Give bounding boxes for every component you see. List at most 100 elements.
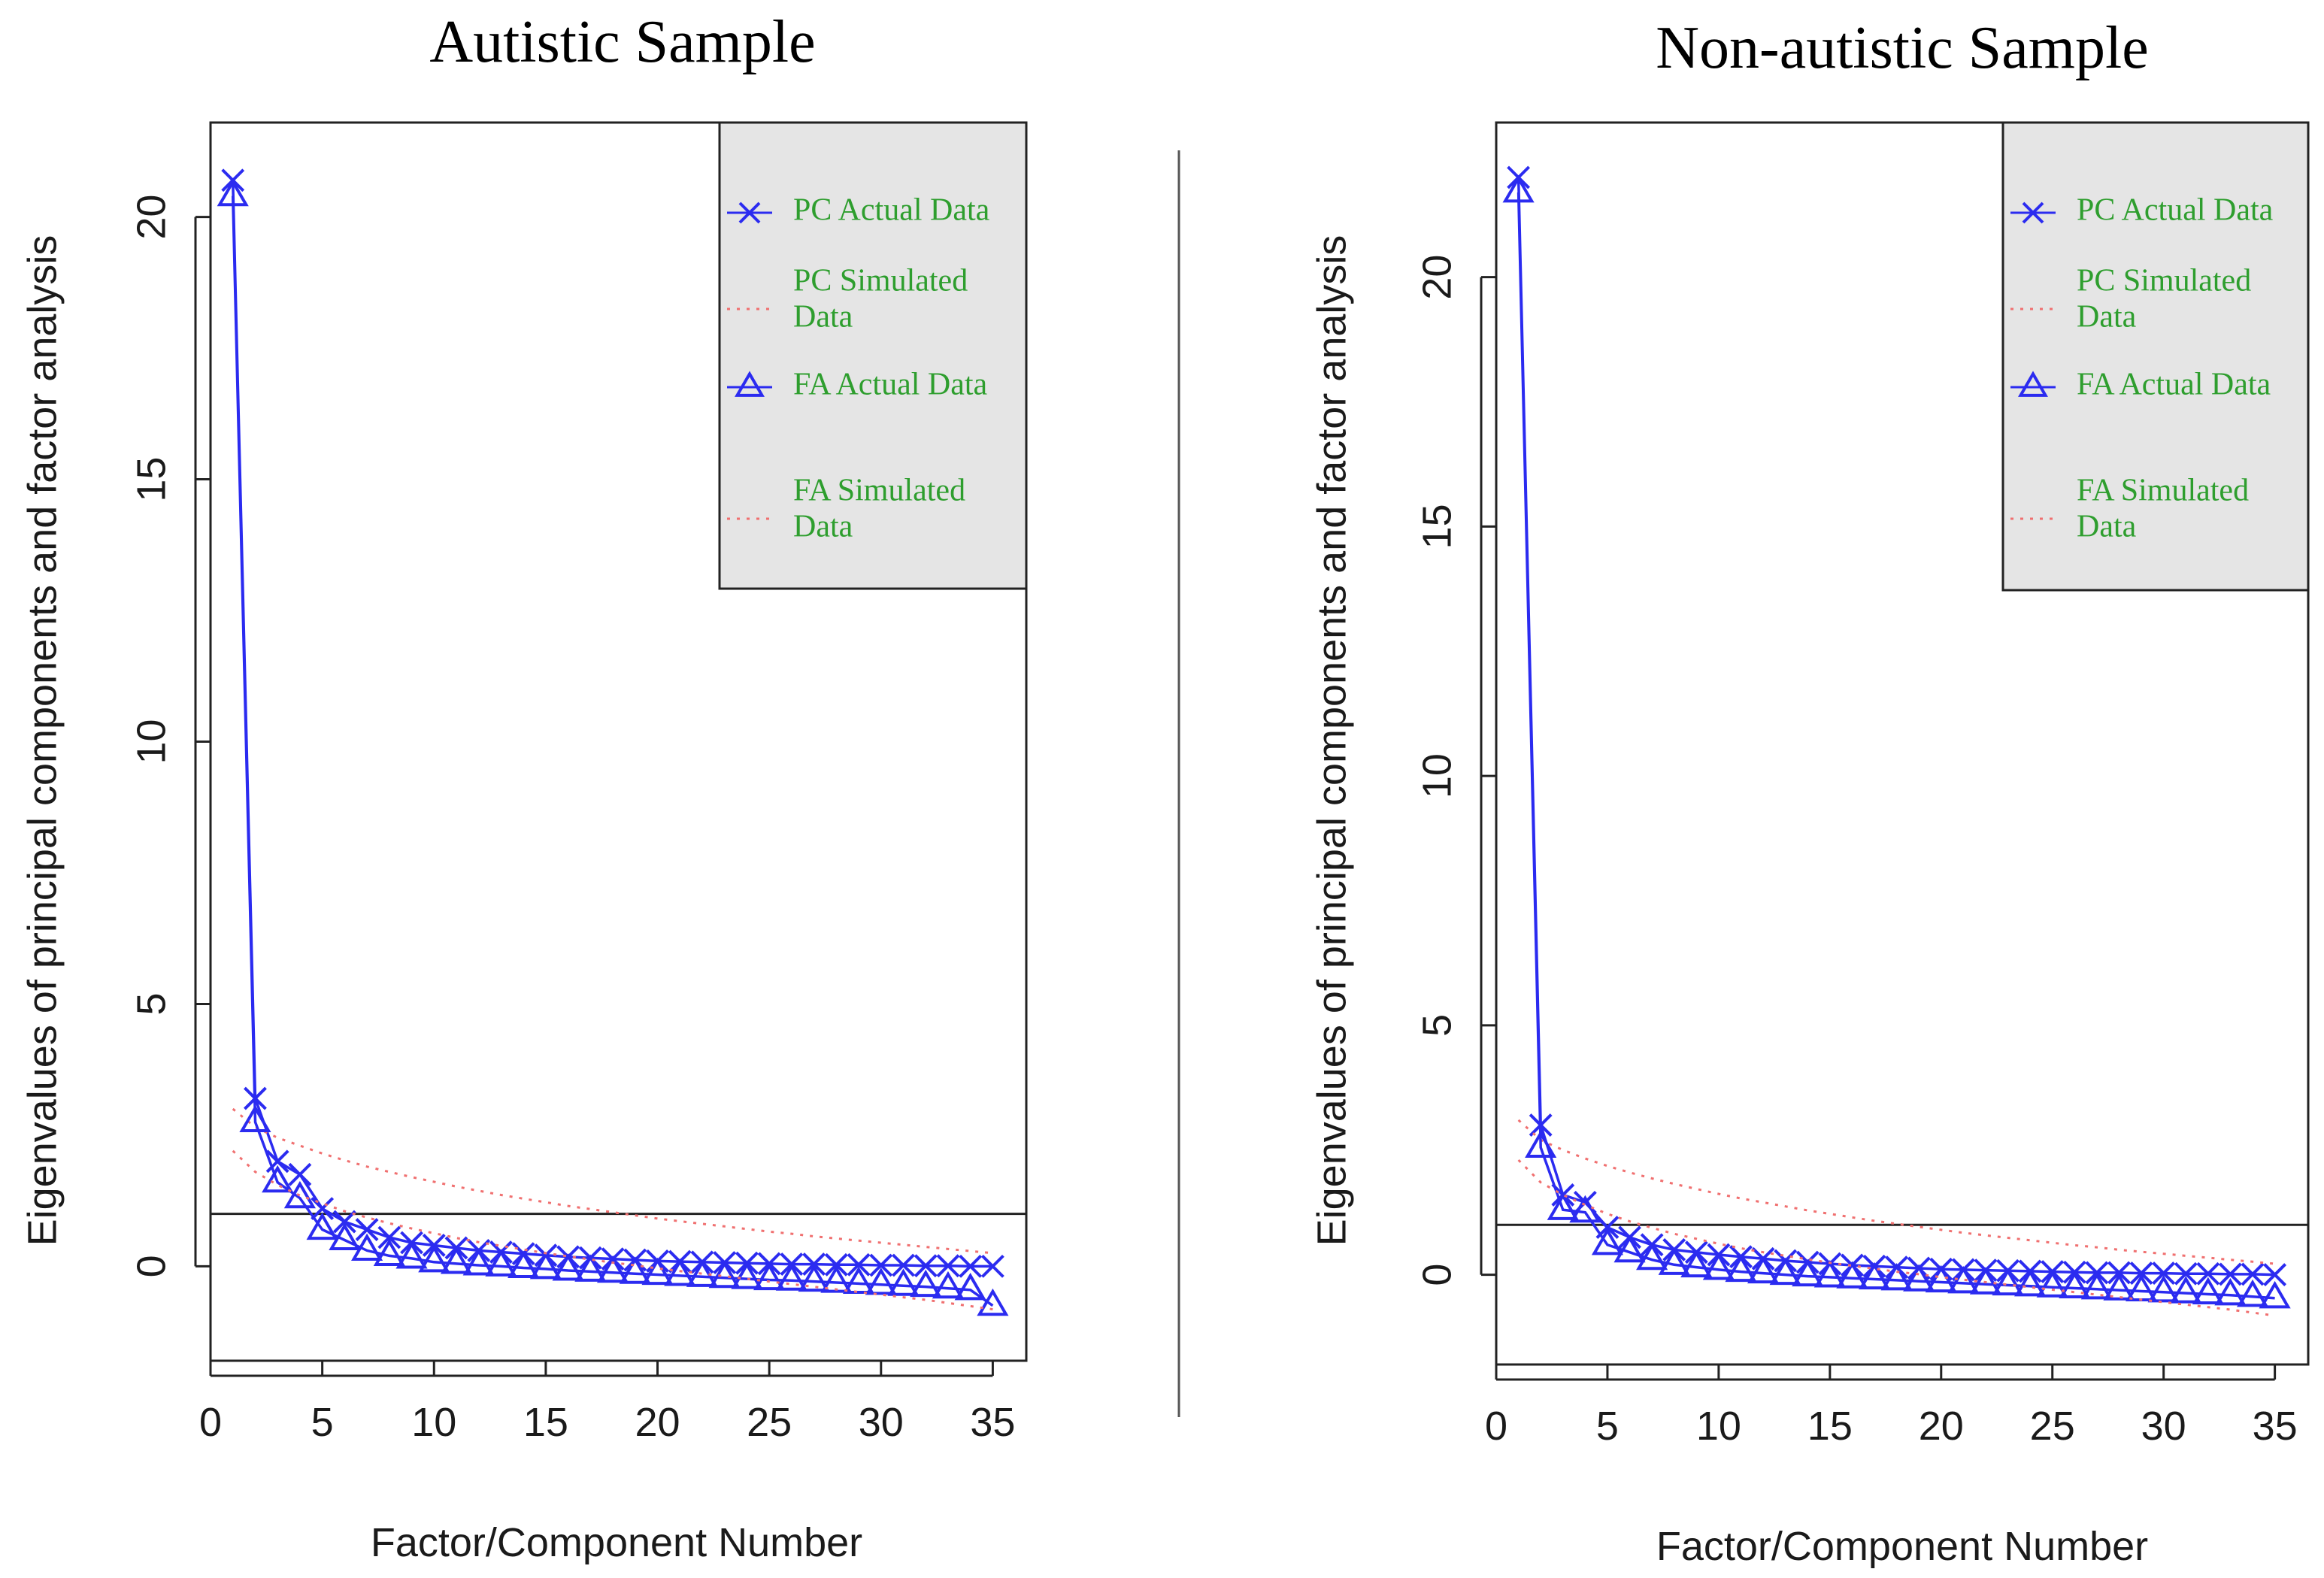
fa-actual-point — [418, 1244, 450, 1273]
fa-actual-point — [2192, 1277, 2224, 1305]
fa-actual-point — [1569, 1195, 1601, 1223]
y-tick-label: 10 — [1414, 753, 1459, 798]
pc-actual-point-b — [265, 1149, 289, 1174]
fa-actual-point — [1880, 1263, 1913, 1291]
x-tick-label: 10 — [1696, 1404, 1741, 1449]
fa-actual-point — [574, 1254, 607, 1282]
y-tick-label: 20 — [129, 195, 174, 240]
pc-actual-point-b — [2129, 1261, 2153, 1286]
y-tick-label: 5 — [129, 992, 174, 1015]
pc-actual-point-b — [2196, 1261, 2220, 1286]
fa-actual-point — [954, 1272, 986, 1301]
pc-actual-point-b — [936, 1254, 960, 1278]
x-tick-label: 30 — [2141, 1404, 2186, 1449]
fa-actual-point — [462, 1248, 495, 1276]
pc-actual-point-b — [892, 1253, 915, 1277]
pc-actual-point-b — [2263, 1263, 2287, 1286]
fa-actual-point — [619, 1256, 651, 1284]
y-tick-label: 15 — [1414, 504, 1459, 549]
legend-label: FA Actual Data — [2077, 368, 2271, 402]
pc-actual-point-b — [802, 1252, 826, 1277]
fa-actual-point — [753, 1262, 786, 1291]
fa-actual-point — [1813, 1260, 1846, 1288]
fa-actual-point — [2147, 1274, 2180, 1303]
fa-actual-point — [708, 1260, 741, 1289]
legend-box — [718, 121, 1028, 590]
x-tick-label: 15 — [1807, 1404, 1853, 1449]
pc-actual-point-b — [355, 1218, 379, 1241]
fa-actual-point — [1992, 1268, 2024, 1296]
y-axis-label: Eigenvalues of principal components and … — [20, 235, 65, 1246]
pc-actual-point-b — [2241, 1262, 2265, 1286]
pc-actual-point-b — [847, 1252, 871, 1277]
fa-actual-point — [283, 1180, 316, 1209]
fa-actual-point — [2214, 1277, 2247, 1306]
legend-label: PC Simulated — [2077, 264, 2251, 298]
fa-actual-point — [485, 1249, 517, 1277]
fa-actual-point — [1969, 1267, 2002, 1295]
pc-actual-point-b — [377, 1225, 401, 1249]
fa-actual-point — [239, 1104, 271, 1133]
fa-actual-point — [1836, 1261, 1868, 1289]
y-tick-label: 0 — [1414, 1264, 1459, 1286]
fa-actual-point — [641, 1257, 674, 1286]
fa-actual-point — [2259, 1280, 2291, 1309]
fa-actual-point — [552, 1253, 584, 1281]
legend-triangle-marker — [2018, 371, 2048, 397]
legend-label: Data — [793, 300, 853, 335]
fa-actual-point — [2014, 1268, 2047, 1297]
pc-actual-point-b — [2219, 1262, 2242, 1286]
plot-frame — [1495, 121, 2310, 1366]
fa-actual-point — [1591, 1227, 1624, 1255]
x-tick-label: 35 — [970, 1400, 1015, 1445]
fa-actual-point — [1547, 1192, 1579, 1220]
legend-label: Data — [2077, 510, 2137, 544]
x-tick-label: 5 — [1596, 1404, 1619, 1449]
x-tick-label: 25 — [747, 1400, 792, 1445]
x-tick-label: 20 — [1919, 1404, 1964, 1449]
non-autistic-sample-chart: Non-autistic Sample 0 5 10 15 20 25 30 35 0 5 10 15 2… — [1309, 15, 2310, 1569]
fa-actual-point — [2036, 1270, 2068, 1298]
fa-actual-point — [932, 1271, 965, 1299]
fa-actual-point — [351, 1233, 383, 1261]
fa-actual-point — [1769, 1257, 1801, 1286]
y-axis-label: Eigenvalues of principal components and … — [1309, 235, 1354, 1246]
pc-actual-point-b — [2174, 1261, 2198, 1286]
legend-label: Data — [793, 510, 853, 544]
legend-label: PC Simulated — [793, 264, 968, 298]
fa-actual-point — [731, 1261, 763, 1289]
fa-actual-point — [529, 1252, 562, 1280]
autistic-sample-chart: Autistic Sample 0 5 10 15 20 25 30 35 0 5 10 15 20 Fac… — [20, 9, 1028, 1565]
legend-triangle-marker — [735, 371, 765, 397]
pc-actual-point-b — [959, 1254, 983, 1278]
fa-actual-point — [1725, 1254, 1757, 1283]
pc-actual-point-b — [2107, 1261, 2131, 1285]
fa-actual-point — [440, 1246, 473, 1274]
fa-actual-point — [1903, 1264, 1935, 1292]
fa-actual-point — [798, 1264, 830, 1292]
chart-title: Non-autistic Sample — [1656, 15, 2148, 81]
fa-actual-point — [508, 1250, 540, 1279]
fa-actual-point — [1925, 1265, 1957, 1293]
fa-actual-point — [1613, 1234, 1646, 1263]
x-tick-label: 15 — [523, 1400, 568, 1445]
fa-actual-point — [306, 1212, 338, 1240]
series-line-fa-simulated-data — [232, 1149, 993, 1311]
fa-actual-point — [2236, 1279, 2269, 1307]
fa-actual-point — [910, 1269, 942, 1298]
legend-x-marker-b — [2022, 201, 2044, 224]
x-tick-label: 30 — [859, 1400, 904, 1445]
x-tick-label: 20 — [635, 1400, 680, 1445]
y-tick-label: 0 — [129, 1255, 174, 1277]
x-tick-label: 25 — [2030, 1404, 2075, 1449]
fa-actual-point — [262, 1165, 294, 1193]
pc-actual-point-b — [914, 1254, 938, 1278]
fa-actual-point — [820, 1265, 853, 1293]
pc-actual-point-b — [824, 1252, 848, 1277]
fa-actual-point — [217, 178, 249, 207]
legend-x-marker-b — [738, 201, 761, 224]
y-tick-label: 20 — [1414, 255, 1459, 300]
fa-actual-point — [373, 1238, 405, 1266]
fa-actual-point — [596, 1255, 629, 1283]
